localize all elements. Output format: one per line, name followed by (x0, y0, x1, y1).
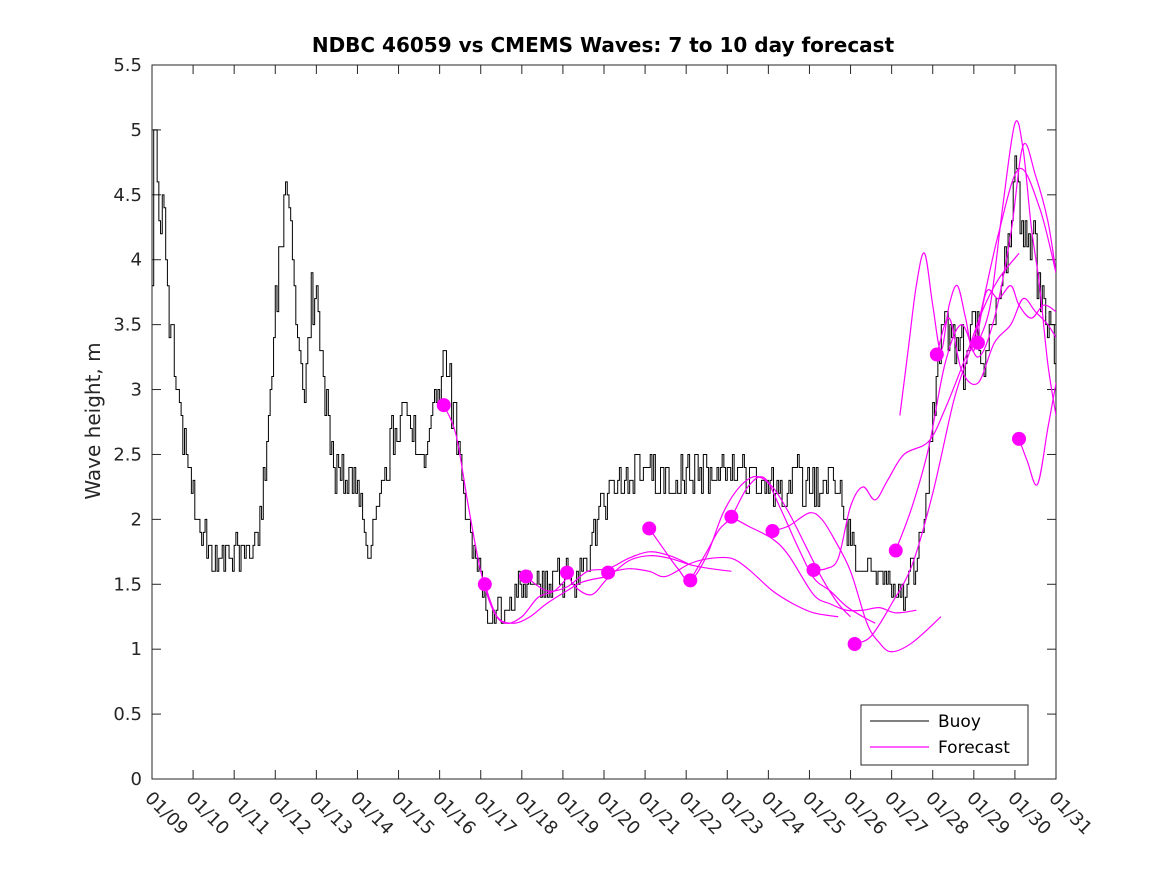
forecast-series-line (648, 475, 851, 618)
forecast-series-line (607, 556, 839, 618)
forecast-start-marker (518, 569, 533, 584)
forecast-start-marker (806, 562, 821, 577)
y-tick-label: 4.5 (113, 185, 142, 206)
y-tick-label: 2.5 (113, 444, 142, 465)
buoy-series-line (152, 129, 1056, 624)
forecast-start-marker (847, 636, 862, 651)
forecast-series-line (977, 120, 1056, 416)
y-tick-label: 2 (131, 509, 142, 530)
forecast-start-marker (888, 543, 903, 558)
forecast-start-marker (477, 577, 492, 592)
forecast-start-marker (436, 398, 451, 413)
forecast-start-marker (970, 335, 985, 350)
forecast-start-marker (601, 565, 616, 580)
forecast-series-line (936, 297, 1056, 386)
forecast-series-line (484, 575, 609, 624)
forecast-start-marker (560, 565, 575, 580)
legend-forecast-label: Forecast (938, 738, 1010, 758)
y-tick-label: 3 (131, 380, 142, 401)
y-axis-label: Wave height, m (81, 342, 105, 499)
chart-title: NDBC 46059 vs CMEMS Waves: 7 to 10 day f… (312, 33, 895, 57)
y-tick-label: 1 (131, 639, 142, 660)
forecast-start-marker (929, 347, 944, 362)
forecast-series-line (895, 142, 1056, 551)
forecast-series-line (854, 167, 1056, 645)
legend-box (860, 704, 1029, 766)
forecast-start-marker (765, 524, 780, 539)
forecast-series-line (1018, 382, 1056, 486)
forecast-series-line (689, 476, 876, 624)
y-tick-label: 5 (131, 120, 142, 141)
forecast-series-line (772, 512, 942, 653)
legend: Buoy Forecast (860, 704, 1029, 766)
y-tick-label: 0 (131, 769, 142, 790)
data-series-group (152, 120, 1056, 653)
y-tick-label: 4 (131, 250, 142, 271)
axes-box (151, 64, 1057, 780)
legend-buoy-label: Buoy (938, 712, 981, 732)
y-tick-label: 1.5 (113, 574, 142, 595)
y-tick-label: 0.5 (113, 704, 142, 725)
forecast-series-line (899, 252, 1056, 416)
y-tick-label: 3.5 (113, 315, 142, 336)
forecast-start-marker (683, 573, 698, 588)
forecast-start-marker (724, 509, 739, 524)
y-tick-label: 5.5 (113, 55, 142, 76)
forecast-start-marker (1012, 431, 1027, 446)
forecast-series-line (731, 516, 917, 614)
forecast-start-marker (642, 521, 657, 536)
